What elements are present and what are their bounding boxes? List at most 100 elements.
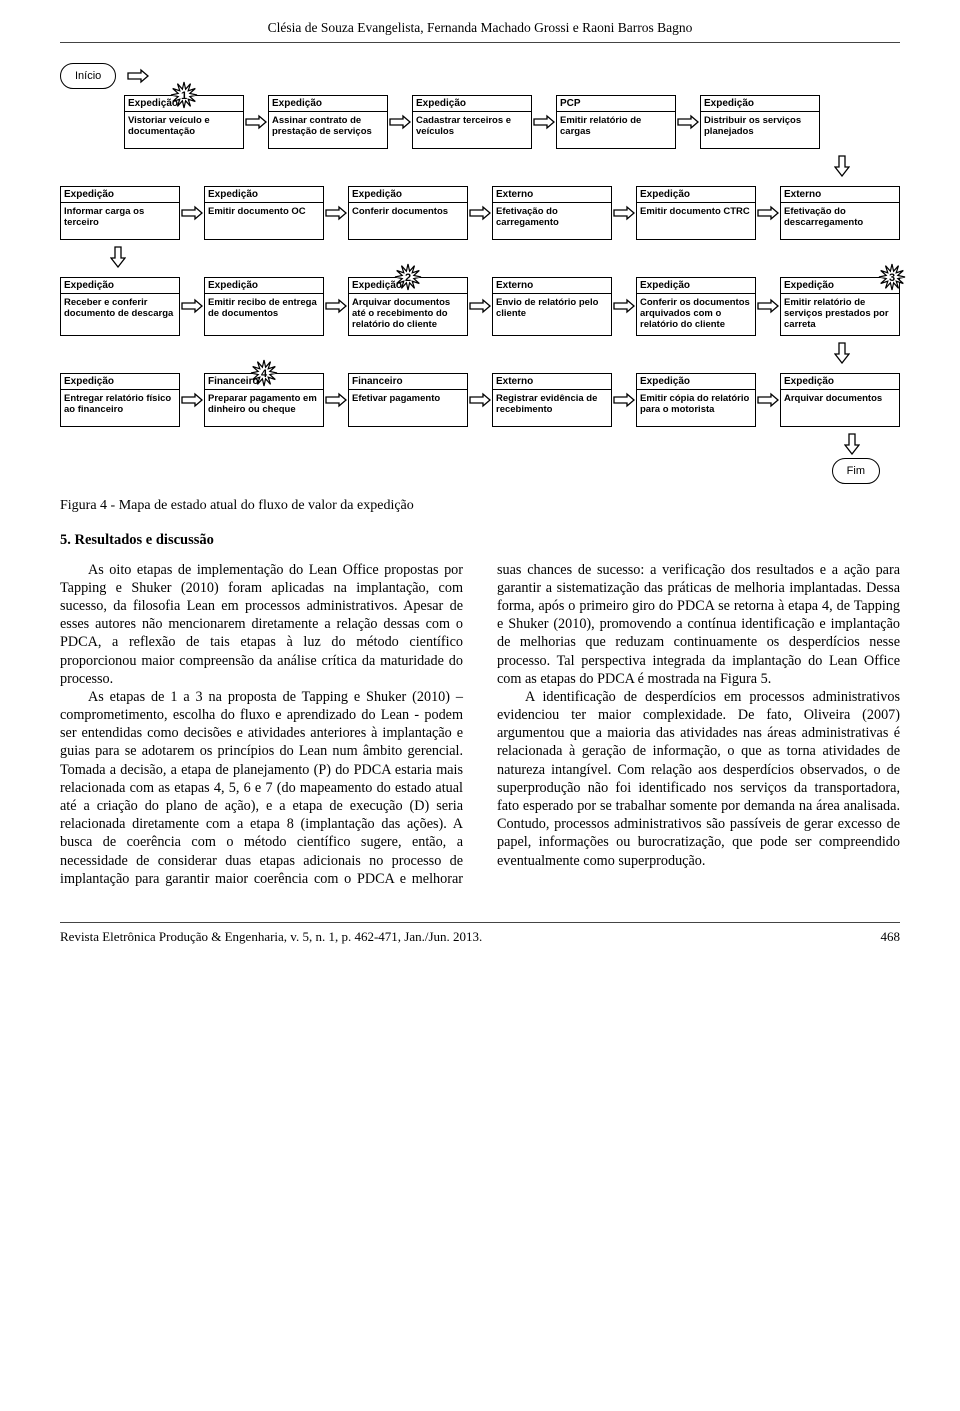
process-box: ExternoEfetivação do carregamento — [492, 186, 612, 240]
process-box: ExternoEfetivação do descarregamento — [780, 186, 900, 240]
process-box: ExpediçãoReceber e conferir documento de… — [60, 277, 180, 336]
process-activity: Receber e conferir documento de descarga — [61, 294, 179, 335]
starburst-icon: 3 — [877, 262, 907, 295]
body-text-columns: As oito etapas de implementação do Lean … — [60, 561, 900, 888]
process-box: ExpediçãoArquivar documentos até o receb… — [348, 277, 468, 336]
process-box: ExternoRegistrar evidência de recebiment… — [492, 373, 612, 427]
process-activity: Emitir documento CTRC — [637, 203, 755, 239]
process-dept: Expedição — [349, 187, 467, 203]
process-activity: Conferir documentos — [349, 203, 467, 239]
arrow-right-icon — [756, 186, 780, 240]
process-box: FinanceiroPreparar pagamento em dinheiro… — [204, 373, 324, 427]
arrow-right-icon — [468, 186, 492, 240]
process-box: ExpediçãoEmitir recibo de entrega de doc… — [204, 277, 324, 336]
flow-start: Início — [60, 63, 116, 89]
process-dept: Externo — [493, 374, 611, 390]
process-activity: Emitir relatório de cargas — [557, 112, 675, 148]
process-dept: Expedição — [61, 374, 179, 390]
process-dept: PCP — [557, 96, 675, 112]
process-dept: Externo — [493, 278, 611, 294]
arrow-right-icon — [612, 373, 636, 427]
process-dept: Expedição — [61, 187, 179, 203]
process-activity: Emitir recibo de entrega de documentos — [205, 294, 323, 335]
process-activity: Efetivação do descarregamento — [781, 203, 899, 239]
process-activity: Entregar relatório físico ao financeiro — [61, 390, 179, 426]
process-activity: Emitir relatório de serviços prestados p… — [781, 294, 899, 335]
arrow-right-icon — [676, 95, 700, 149]
arrow-right-icon — [612, 186, 636, 240]
process-activity: Emitir documento OC — [205, 203, 323, 239]
process-box: ExpediçãoCadastrar terceiros e veículos — [412, 95, 532, 149]
arrow-right-icon — [180, 186, 204, 240]
arrow-right-icon — [532, 95, 556, 149]
process-activity: Arquivar documentos — [781, 390, 899, 426]
arrow-right-icon — [756, 373, 780, 427]
arrow-right-icon — [244, 95, 268, 149]
arrow-right-icon — [324, 373, 348, 427]
process-box: ExpediçãoEmitir documento OC — [204, 186, 324, 240]
process-activity: Efetivação do carregamento — [493, 203, 611, 239]
process-dept: Expedição — [637, 374, 755, 390]
svg-text:2: 2 — [405, 272, 411, 284]
section-title: 5. Resultados e discussão — [60, 532, 900, 549]
arrow-right-icon — [126, 69, 150, 83]
arrow-right-icon — [180, 373, 204, 427]
process-dept: Expedição — [781, 374, 899, 390]
body-paragraph: As oito etapas de implementação do Lean … — [60, 561, 463, 688]
arrow-right-icon — [756, 277, 780, 336]
process-box: ExpediçãoConferir os documentos arquivad… — [636, 277, 756, 336]
flow-end: Fim — [832, 458, 880, 484]
process-dept: Externo — [781, 187, 899, 203]
footer-page-number: 468 — [881, 929, 901, 945]
process-activity: Assinar contrato de prestação de serviço… — [269, 112, 387, 148]
svg-text:1: 1 — [181, 90, 187, 102]
process-dept: Expedição — [205, 187, 323, 203]
process-box: ExpediçãoAssinar contrato de prestação d… — [268, 95, 388, 149]
arrow-right-icon — [324, 186, 348, 240]
process-dept: Expedição — [413, 96, 531, 112]
arrow-down-icon — [110, 246, 126, 271]
arrow-right-icon — [324, 277, 348, 336]
process-dept: Expedição — [61, 278, 179, 294]
svg-text:3: 3 — [889, 272, 895, 284]
process-activity: Efetivar pagamento — [349, 390, 467, 426]
process-box: ExpediçãoArquivar documentos — [780, 373, 900, 427]
process-dept: Expedição — [701, 96, 819, 112]
body-paragraph: A identificação de desperdícios em proce… — [497, 688, 900, 870]
process-dept: Expedição — [269, 96, 387, 112]
process-activity: Envio de relatório pelo cliente — [493, 294, 611, 335]
svg-text:4: 4 — [261, 368, 268, 380]
process-box: ExpediçãoEntregar relatório físico ao fi… — [60, 373, 180, 427]
process-dept: Expedição — [637, 278, 755, 294]
arrow-right-icon — [180, 277, 204, 336]
process-box: ExternoEnvio de relatório pelo cliente — [492, 277, 612, 336]
arrow-down-icon — [844, 433, 860, 455]
figure-caption: Figura 4 - Mapa de estado atual do fluxo… — [60, 498, 900, 514]
process-box: ExpediçãoConferir documentos — [348, 186, 468, 240]
arrow-right-icon — [468, 277, 492, 336]
process-dept: Externo — [493, 187, 611, 203]
flowchart: Início ExpediçãoVistoriar veículo e docu… — [60, 63, 900, 484]
process-dept: Financeiro — [349, 374, 467, 390]
process-box: ExpediçãoEmitir cópia do relatório para … — [636, 373, 756, 427]
process-box: ExpediçãoEmitir documento CTRC — [636, 186, 756, 240]
starburst-icon: 2 — [393, 262, 423, 295]
process-activity: Preparar pagamento em dinheiro ou cheque — [205, 390, 323, 426]
process-activity: Vistoriar veículo e documentação — [125, 112, 243, 148]
starburst-icon: 1 — [169, 80, 199, 113]
process-box: PCPEmitir relatório de cargas — [556, 95, 676, 149]
process-dept: Expedição — [637, 187, 755, 203]
process-activity: Distribuir os serviços planejados — [701, 112, 819, 148]
process-activity: Arquivar documentos até o recebimento do… — [349, 294, 467, 335]
process-activity: Conferir os documentos arquivados com o … — [637, 294, 755, 335]
process-activity: Emitir cópia do relatório para o motoris… — [637, 390, 755, 426]
process-box: ExpediçãoVistoriar veículo e documentaçã… — [124, 95, 244, 149]
arrow-right-icon — [468, 373, 492, 427]
arrow-right-icon — [388, 95, 412, 149]
starburst-icon: 4 — [249, 358, 279, 391]
process-box: ExpediçãoInformar carga os terceiro — [60, 186, 180, 240]
process-activity: Registrar evidência de recebimento — [493, 390, 611, 426]
arrow-down-icon — [834, 342, 850, 367]
page-header-authors: Clésia de Souza Evangelista, Fernanda Ma… — [60, 20, 900, 43]
process-activity: Informar carga os terceiro — [61, 203, 179, 239]
